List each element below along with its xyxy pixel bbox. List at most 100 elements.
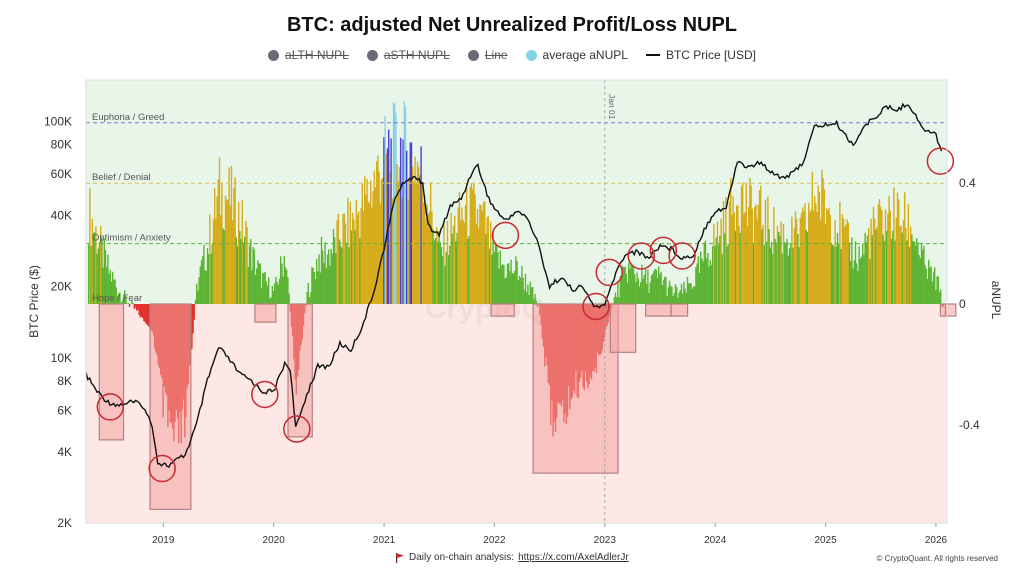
anupl-bar: [778, 232, 780, 304]
anupl-bar: [365, 194, 367, 304]
anupl-bar: [935, 289, 937, 304]
anupl-bar: [136, 304, 138, 311]
anupl-bar: [102, 267, 104, 304]
legend-item-btc-price[interactable]: BTC Price [USD]: [645, 48, 756, 62]
anupl-bar: [779, 235, 781, 304]
anupl-bar: [937, 276, 939, 304]
anupl-bar: [502, 264, 504, 304]
anupl-bar: [192, 304, 194, 334]
anupl-bar: [632, 267, 635, 304]
anupl-bar: [715, 237, 717, 304]
legend-item-average-anupl[interactable]: average aNUPL: [525, 48, 628, 62]
legend-label: Line: [484, 48, 508, 62]
anupl-bar: [450, 212, 452, 304]
anupl-bar: [629, 268, 631, 304]
anupl-bar: [500, 265, 503, 304]
anupl-bar: [710, 264, 713, 304]
anupl-bar: [202, 256, 204, 304]
anupl-bar: [805, 229, 807, 304]
anupl-bar: [628, 263, 630, 304]
zone-label: Belief / Denial: [92, 172, 151, 183]
anupl-bar: [324, 242, 326, 304]
y-right-tick-label: 0.4: [959, 176, 976, 190]
highlight-circle: [283, 415, 311, 443]
footer-link[interactable]: https://x.com/AxelAdlerJr: [518, 552, 629, 563]
anupl-bar: [677, 297, 679, 304]
anupl-bar: [792, 247, 794, 304]
anupl-bar: [113, 279, 115, 304]
anupl-bar: [366, 178, 368, 304]
anupl-bar: [856, 263, 858, 304]
anupl-bar: [846, 219, 848, 304]
anupl-bar: [754, 206, 756, 304]
y-right-tick-label: -0.4: [959, 418, 980, 432]
anupl-bar: [743, 213, 745, 304]
anupl-bar: [866, 235, 869, 304]
anupl-bar: [649, 282, 651, 304]
anupl-bar: [448, 255, 450, 304]
anupl-bar: [467, 238, 469, 304]
legend-item-asth-nupl[interactable]: aSTH NUPL: [366, 48, 450, 62]
anupl-bar: [664, 276, 666, 304]
legend-item-alth-nupl[interactable]: aLTH NUPL: [268, 48, 349, 62]
anupl-bar: [809, 211, 811, 304]
anupl-bar: [233, 188, 235, 304]
anupl-bar: [384, 115, 386, 305]
anupl-bar: [662, 280, 665, 304]
anupl-bar: [418, 166, 420, 304]
anupl-bar: [323, 262, 325, 304]
anupl-bar: [938, 292, 941, 304]
anupl-bar: [782, 224, 785, 304]
anupl-bar: [394, 103, 396, 304]
anupl-bar: [700, 251, 702, 304]
anupl-bar: [108, 273, 110, 304]
anupl-bar: [439, 242, 441, 304]
anupl-bar: [895, 217, 897, 304]
anupl-bar: [370, 180, 372, 304]
legend-label: aLTH NUPL: [285, 48, 349, 62]
anupl-bar: [656, 277, 659, 304]
anupl-bar: [121, 300, 123, 304]
anupl-bar: [871, 235, 873, 304]
anupl-bar: [667, 287, 669, 304]
anupl-bar: [234, 177, 236, 304]
anupl-bar: [864, 232, 866, 304]
anupl-bar: [398, 166, 401, 304]
anupl-bar: [769, 247, 771, 304]
anupl-bar: [474, 194, 476, 304]
anupl-bar: [680, 283, 683, 304]
anupl-bar: [683, 281, 685, 304]
anupl-bar: [402, 139, 404, 304]
anupl-bar: [654, 268, 656, 304]
anupl-bar: [734, 230, 737, 304]
anupl-bar: [377, 155, 379, 304]
highlight-circle: [926, 147, 955, 175]
anupl-bar: [430, 182, 432, 304]
anupl-bar: [707, 252, 709, 304]
anupl-bar: [414, 156, 416, 304]
x-tick-label: 2019: [152, 535, 175, 546]
anupl-bar: [526, 292, 528, 304]
anupl-bar: [634, 274, 636, 304]
anupl-bar: [739, 233, 741, 304]
anupl-bar: [882, 234, 884, 304]
anupl-bar: [389, 172, 391, 304]
anupl-bar: [464, 205, 467, 304]
anupl-bar: [442, 256, 444, 304]
anupl-bar: [488, 248, 491, 304]
anupl-bar: [481, 210, 483, 304]
anupl-bar: [748, 206, 750, 304]
anupl-bar: [613, 297, 615, 304]
anupl-bar: [97, 248, 99, 304]
anupl-bar: [454, 215, 456, 304]
anupl-bar: [218, 157, 221, 304]
anupl-bar: [431, 211, 433, 304]
anupl-bar: [433, 240, 435, 304]
anupl-bar: [122, 297, 125, 304]
legend-item-line[interactable]: Line: [467, 48, 508, 62]
anupl-bar: [644, 267, 647, 304]
anupl-bar: [364, 176, 366, 304]
anupl-bar: [760, 185, 762, 304]
anupl-bar: [287, 277, 289, 304]
anupl-bar: [220, 215, 222, 304]
